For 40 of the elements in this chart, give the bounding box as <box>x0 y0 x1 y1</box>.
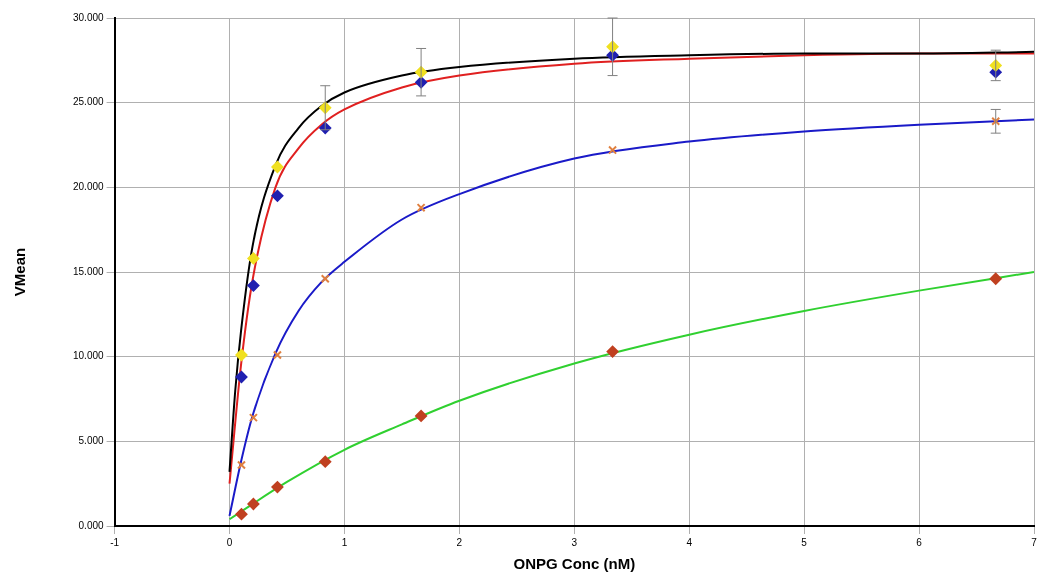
point <box>416 203 426 213</box>
y-axis-title: VMean <box>11 247 29 297</box>
point <box>989 272 1002 285</box>
x-tick-label: 1 <box>341 536 348 548</box>
y-tick-label: 5.000 <box>78 435 105 447</box>
x-tick-label: 4 <box>686 536 693 548</box>
point <box>606 345 619 358</box>
line-series <box>228 118 1034 517</box>
point <box>991 116 1001 126</box>
point <box>235 370 248 383</box>
point <box>608 145 618 155</box>
point <box>247 279 260 292</box>
point <box>271 161 284 174</box>
point <box>236 460 246 470</box>
x-tick-label: 3 <box>571 536 578 548</box>
y-tick-label: 0.000 <box>78 519 105 531</box>
y-tick-label: 25.000 <box>72 96 105 108</box>
point <box>235 508 248 521</box>
line-series <box>228 271 1034 521</box>
x-axis-title: ONPG Conc (nM) <box>513 555 636 573</box>
point <box>235 348 248 361</box>
point <box>272 350 282 360</box>
point <box>415 409 428 422</box>
x-tick-label: 7 <box>1031 536 1038 548</box>
point <box>271 481 284 494</box>
y-tick-label: 10.000 <box>72 350 105 362</box>
y-tick-label: 20.000 <box>72 181 105 193</box>
x-tick-label: 0 <box>226 536 233 548</box>
x-tick-label: -1 <box>110 536 120 548</box>
point <box>247 252 260 265</box>
point <box>247 497 260 510</box>
point <box>271 189 284 202</box>
y-tick-label: 15.000 <box>72 265 105 277</box>
point <box>320 274 330 284</box>
x-tick-label: 2 <box>456 536 463 548</box>
y-tick-label: 30.000 <box>72 11 105 23</box>
x-tick-label: 6 <box>916 536 923 548</box>
point <box>319 455 332 468</box>
point <box>248 413 258 423</box>
x-tick-label: 5 <box>801 536 808 548</box>
